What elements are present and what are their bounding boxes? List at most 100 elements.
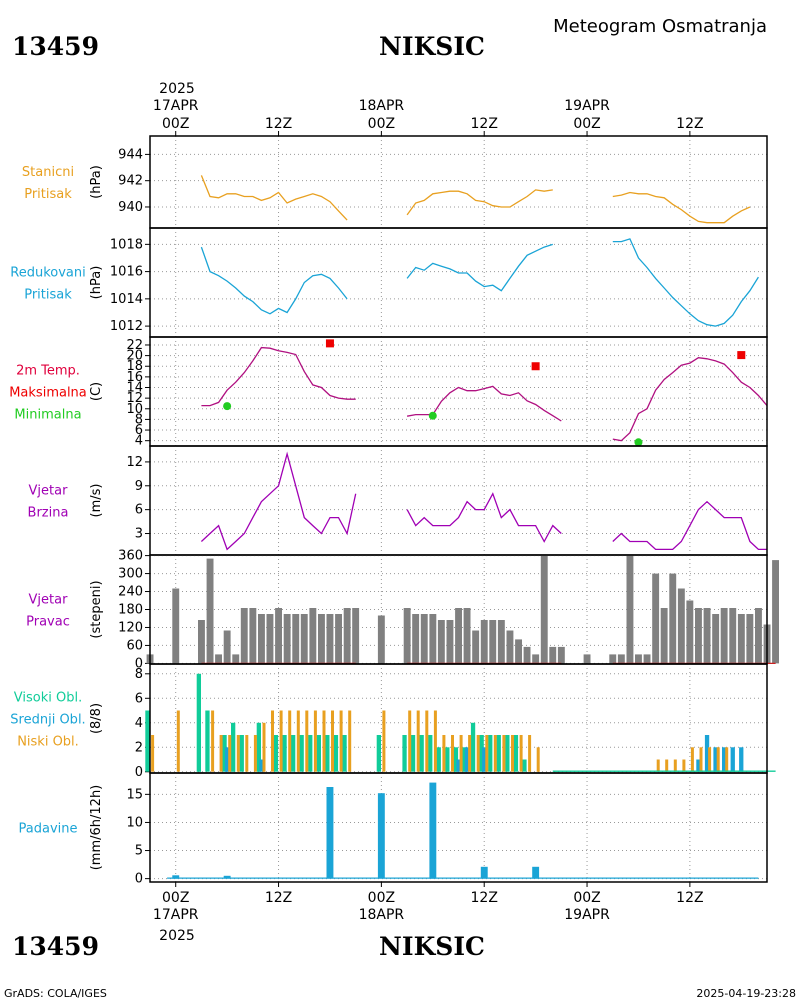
wind-direction-bar xyxy=(583,654,591,664)
station-pressure-series-line xyxy=(406,189,553,216)
wind-direction-bar xyxy=(695,608,702,664)
day-label-top: 17APR xyxy=(153,98,199,114)
cloud-cover-bar xyxy=(704,735,710,772)
cloud-cover-bar xyxy=(716,747,720,772)
wind-direction-bar xyxy=(755,608,762,664)
cloud-cover-bar xyxy=(468,735,472,772)
cloud-cover-bar xyxy=(308,735,313,772)
cloud-cover-bar xyxy=(282,735,287,772)
wind-direction-bar xyxy=(437,620,445,664)
reduced-pressure-tick-label: 1016 xyxy=(110,265,143,280)
cloud-cover-bar xyxy=(459,735,463,772)
wind-direction-bar xyxy=(532,654,540,664)
day-label-top: 19APR xyxy=(564,98,610,114)
temperature-label: Minimalna xyxy=(14,408,81,423)
footer-right: 2025-04-19-23:28 xyxy=(696,987,796,1000)
wind-direction-bar xyxy=(292,614,300,664)
wind-direction-bar xyxy=(335,614,342,664)
time-label-top: 12Z xyxy=(676,116,703,132)
temperature-max-marker xyxy=(531,362,540,371)
wind-speed-tick-label: 9 xyxy=(135,479,143,494)
cloud-cover-bar xyxy=(739,747,744,772)
wind-direction-label: Vjetar xyxy=(29,593,69,608)
wind-direction-bar xyxy=(223,630,231,664)
cloud-cover-bar xyxy=(416,710,420,772)
temperature-label: Maksimalna xyxy=(9,386,87,401)
time-label-bottom: 00Z xyxy=(573,890,600,906)
cloud-cover-bar xyxy=(699,747,703,772)
wind-direction-bar xyxy=(412,614,420,664)
cloud-cover-bar xyxy=(725,747,729,772)
wind-direction-bar xyxy=(318,614,325,664)
wind-direction-bar xyxy=(429,614,437,664)
wind-direction-bar xyxy=(626,555,634,664)
wind-direction-bar xyxy=(617,654,625,664)
cloud-cover-bar xyxy=(462,747,467,772)
temperature-min-marker xyxy=(428,411,437,420)
footer-left: GrADS: COLA/IGES xyxy=(4,987,107,1000)
station-pressure-label: Pritisak xyxy=(24,187,72,202)
reduced-pressure-tick-label: 1014 xyxy=(110,292,143,307)
cloud-cover-bar xyxy=(436,747,441,772)
cloud-cover-tick-label: 4 xyxy=(135,716,143,731)
wind-direction-bar xyxy=(737,614,745,664)
temperature-max-marker xyxy=(737,351,746,360)
cloud-cover-bar xyxy=(470,722,476,772)
wind-direction-bar xyxy=(506,630,514,664)
station-pressure-series-line xyxy=(200,175,348,221)
wind-direction-bar xyxy=(660,608,668,664)
wind-direction-tick-label: 120 xyxy=(118,620,143,635)
precipitation-bar xyxy=(223,875,231,879)
cloud-cover-bar xyxy=(239,735,244,772)
cloud-cover-bar xyxy=(528,735,532,772)
wind-direction-bar xyxy=(677,588,685,664)
time-label-top: 00Z xyxy=(162,116,189,132)
cloud-cover-bar xyxy=(682,759,686,772)
precipitation-bar xyxy=(480,866,488,879)
cloud-cover-tick-label: 8 xyxy=(135,667,143,682)
temperature-tick-label: 6 xyxy=(135,423,143,438)
time-label-bottom: 00Z xyxy=(162,890,189,906)
time-label-bottom: 12Z xyxy=(471,890,498,906)
cloud-cover-bar xyxy=(219,735,223,772)
station-name-top: NIKSIC xyxy=(379,32,485,61)
wind-direction-bar xyxy=(489,620,497,664)
precipitation-label: Padavine xyxy=(19,822,78,837)
wind-direction-tick-label: 240 xyxy=(118,585,143,600)
wind-direction-bar xyxy=(712,614,720,664)
wind-speed-tick-label: 3 xyxy=(135,527,143,542)
cloud-cover-label: Visoki Obl. xyxy=(14,691,82,706)
cloud-cover-bar xyxy=(211,710,215,772)
cloud-cover-bar xyxy=(513,735,519,772)
wind-speed-label: Brzina xyxy=(28,506,69,521)
cloud-cover-bar xyxy=(273,735,279,772)
wind-direction-label: Pravac xyxy=(26,615,70,630)
cloud-cover-bar xyxy=(696,759,701,772)
cloud-cover-bar xyxy=(256,722,261,772)
precipitation-tick-label: 0 xyxy=(135,872,143,887)
wind-direction-bar xyxy=(652,573,660,664)
plot-area: 940942944(hPa)StanicniPritisak1012101410… xyxy=(9,98,779,923)
wind-direction-bar xyxy=(198,620,205,664)
wind-direction-bar xyxy=(446,620,454,664)
cloud-cover-bar xyxy=(279,710,283,772)
wind-direction-bar xyxy=(686,600,694,664)
time-label-top: 00Z xyxy=(573,116,600,132)
cloud-cover-bar xyxy=(690,747,694,772)
precipitation-bar xyxy=(429,782,437,879)
wind-direction-bar xyxy=(746,614,754,664)
cloud-cover-bar xyxy=(410,735,416,772)
cloud-cover-bar xyxy=(428,735,433,772)
wind-direction-bar xyxy=(266,614,274,664)
wind-speed-ylabel: (m/s) xyxy=(89,484,104,518)
wind-direction-bar xyxy=(215,654,222,664)
cloud-cover-bar xyxy=(325,735,330,772)
cloud-cover-tick-label: 6 xyxy=(135,691,143,706)
cloud-cover-bar xyxy=(196,673,201,772)
reduced-pressure-tick-label: 1012 xyxy=(110,319,143,334)
temperature-tick-label: 22 xyxy=(126,338,143,353)
wind-direction-tick-label: 300 xyxy=(118,567,143,582)
cloud-cover-bar xyxy=(730,747,735,772)
wind-direction-bar xyxy=(232,654,240,664)
wind-direction-bar xyxy=(172,588,180,664)
